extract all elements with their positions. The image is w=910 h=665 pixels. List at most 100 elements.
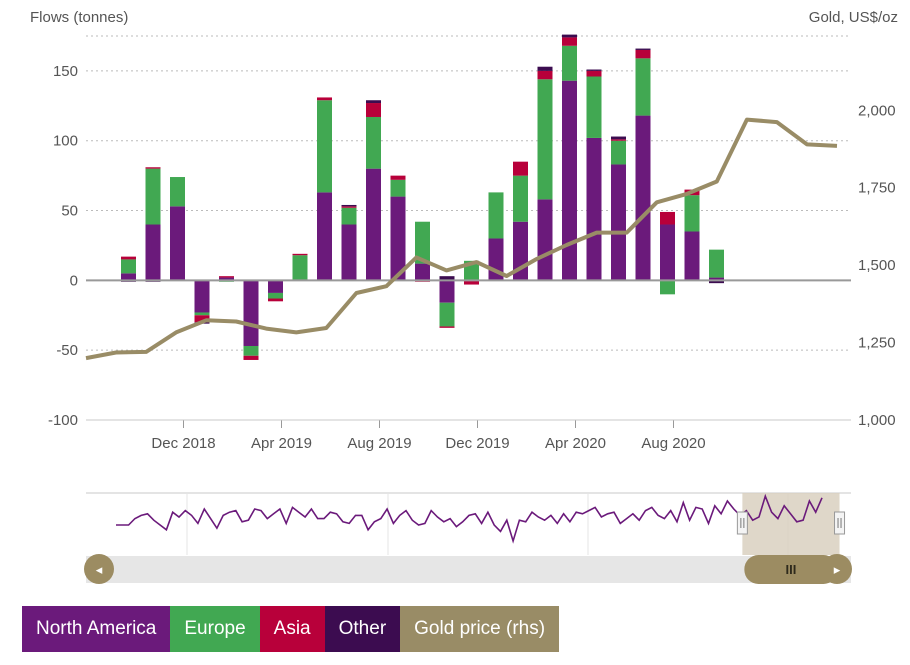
bar-other[interactable]	[537, 66, 553, 71]
bar-north-america[interactable]	[219, 277, 234, 281]
bar-asia[interactable]	[145, 167, 161, 169]
bar-asia[interactable]	[268, 298, 283, 302]
bar-north-america[interactable]	[611, 164, 626, 281]
gold-price-line	[85, 117, 838, 361]
bar-europe[interactable]	[537, 79, 553, 200]
chevron-left-icon: ◂	[96, 563, 103, 578]
handle-grip[interactable]	[834, 511, 846, 535]
bar-asia[interactable]	[341, 206, 357, 208]
bar-north-america[interactable]	[268, 280, 283, 293]
bar-asia[interactable]	[635, 49, 651, 59]
gold-etf-flows-chart: -100 -50 0 50 100 150 1,000 1,250 1,500 1,750 2,00…	[30, 9, 898, 584]
bar-asia[interactable]	[464, 280, 479, 285]
bar-north-america[interactable]	[439, 280, 455, 303]
navigator-left-handle[interactable]	[736, 511, 748, 535]
legend: North America Europe Asia Other Gold pri…	[22, 606, 560, 652]
bar-asia[interactable]	[366, 103, 381, 117]
bar-europe[interactable]	[292, 255, 308, 281]
bar-other[interactable]	[611, 136, 626, 140]
left-tick-label: 50	[61, 203, 78, 220]
bar-asia[interactable]	[243, 355, 259, 360]
bar-asia[interactable]	[439, 326, 455, 328]
bar-europe[interactable]	[586, 76, 602, 138]
bar-north-america[interactable]	[586, 137, 602, 281]
bar-north-america[interactable]	[709, 277, 724, 281]
navigator-right-handle[interactable]	[834, 511, 846, 535]
bar-europe[interactable]	[415, 221, 430, 264]
bar-north-america[interactable]	[317, 192, 332, 281]
bar-europe[interactable]	[488, 192, 504, 239]
bar-europe[interactable]	[684, 195, 700, 232]
bar-other[interactable]	[586, 69, 602, 71]
bar-north-america[interactable]	[684, 231, 700, 281]
bar-north-america[interactable]	[121, 273, 136, 281]
scroll-left-button[interactable]: ◂	[84, 554, 114, 584]
bar-north-america[interactable]	[635, 115, 651, 281]
bar-europe[interactable]	[268, 292, 283, 299]
handle-grip[interactable]	[736, 511, 748, 535]
bar-europe[interactable]	[390, 179, 406, 197]
bar-asia[interactable]	[390, 175, 406, 180]
bar-europe[interactable]	[611, 140, 626, 165]
scrollbar-thumb[interactable]	[744, 555, 838, 584]
bar-europe[interactable]	[317, 100, 332, 193]
legend-item-gold-price[interactable]: Gold price (rhs)	[400, 606, 560, 652]
legend-item-asia[interactable]: Asia	[259, 606, 325, 652]
bar-europe[interactable]	[341, 207, 357, 225]
bar-europe[interactable]	[170, 177, 185, 207]
scroll-left-button-bg[interactable]	[84, 554, 114, 584]
bar-asia[interactable]	[513, 161, 528, 176]
bar-north-america[interactable]	[537, 199, 553, 281]
bar-other[interactable]	[562, 34, 577, 38]
bar-europe[interactable]	[145, 168, 161, 225]
bar-asia[interactable]	[317, 97, 332, 101]
scrollbar-track[interactable]	[86, 556, 851, 583]
bar-europe[interactable]	[121, 259, 136, 274]
bar-asia[interactable]	[194, 315, 210, 323]
bar-north-america[interactable]	[390, 196, 406, 281]
bar-asia[interactable]	[611, 139, 626, 141]
bar-europe[interactable]	[439, 302, 455, 327]
bar-asia[interactable]	[292, 253, 308, 256]
bar-north-america[interactable]	[194, 280, 210, 313]
bar-north-america[interactable]	[366, 168, 381, 281]
bar-north-america[interactable]	[243, 280, 259, 346]
left-tick-label: 100	[53, 133, 78, 150]
bar-asia[interactable]	[660, 211, 675, 225]
bar-north-america[interactable]	[145, 224, 161, 281]
legend-item-europe[interactable]: Europe	[170, 606, 260, 652]
scroll-right-button[interactable]: ▸	[822, 554, 852, 584]
bar-asia[interactable]	[121, 256, 136, 260]
bar-europe[interactable]	[635, 58, 651, 116]
x-tick-label: Dec 2018	[151, 435, 215, 452]
bar-north-america[interactable]	[562, 80, 577, 281]
bar-europe[interactable]	[366, 116, 381, 169]
bar-other[interactable]	[709, 280, 724, 284]
legend-item-other[interactable]: Other	[324, 606, 401, 652]
bar-europe[interactable]	[562, 45, 577, 81]
bar-other[interactable]	[341, 204, 357, 207]
navigator[interactable]: III ◂ ▸	[84, 492, 852, 584]
bar-asia[interactable]	[562, 37, 577, 46]
navigator-selected-range[interactable]	[742, 493, 840, 555]
legend-item-north-america[interactable]: North America	[22, 606, 171, 652]
bar-north-america[interactable]	[341, 224, 357, 281]
bar-europe[interactable]	[194, 312, 210, 316]
bar-north-america[interactable]	[660, 224, 675, 281]
bar-other[interactable]	[635, 48, 651, 50]
left-tick-label: -50	[56, 342, 78, 359]
bar-other[interactable]	[366, 100, 381, 104]
bar-europe[interactable]	[513, 175, 528, 222]
bar-other[interactable]	[439, 276, 455, 281]
chevron-right-icon: ▸	[834, 563, 841, 578]
bar-north-america[interactable]	[415, 263, 430, 281]
bar-north-america[interactable]	[170, 206, 185, 281]
bar-asia[interactable]	[219, 276, 234, 278]
bar-asia[interactable]	[537, 70, 553, 80]
bar-europe[interactable]	[660, 280, 675, 295]
scroll-right-button-bg[interactable]	[822, 554, 852, 584]
bar-asia[interactable]	[586, 70, 602, 77]
bar-europe[interactable]	[243, 345, 259, 356]
bars	[86, 34, 851, 360]
bar-europe[interactable]	[709, 249, 724, 278]
